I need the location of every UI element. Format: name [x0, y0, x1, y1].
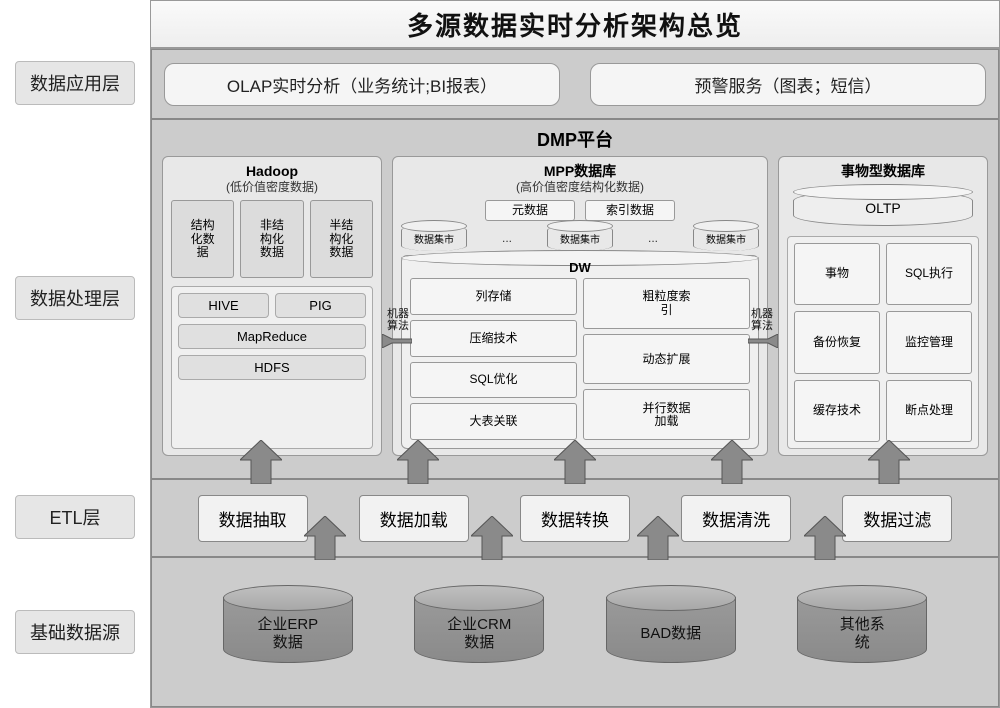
oltp-cyl: OLTP: [793, 190, 973, 226]
up-arrow: [240, 440, 282, 484]
page-title: 多源数据实时分析架构总览: [407, 6, 743, 43]
title-bar: 多源数据实时分析架构总览: [151, 1, 999, 49]
dmp-columns: Hadoop (低价值密度数据) 结构化数据 非结构化数据 半结构化数据 HIV…: [162, 156, 988, 456]
mpp-meta: 元数据: [485, 200, 575, 221]
ml-arrow-right: [748, 334, 778, 348]
up-arrow: [711, 440, 753, 484]
src-erp: 企业ERP数据: [223, 597, 353, 663]
dw-col-right: 粗粒度索引 动态扩展 并行数据加载: [583, 278, 750, 440]
tech-hive: HIVE: [178, 293, 269, 318]
dtype-unstruct: 非结构化数据: [240, 200, 303, 278]
oltp-cyl-label: OLTP: [865, 200, 901, 216]
spacer: [0, 0, 150, 48]
side-label-app: 数据应用层: [0, 48, 150, 118]
mart-dots-1: ...: [471, 231, 543, 245]
app-layer: OLAP实时分析（业务统计;BI报表） 预警服务（图表；短信）: [151, 49, 999, 119]
ml-tag-right: 机器算法: [748, 308, 776, 332]
mart-cyl-3: 数据集市: [693, 225, 759, 251]
up-arrow: [554, 440, 596, 484]
hadoop-title-text: Hadoop: [246, 163, 298, 179]
side-label-proc: 数据处理层: [0, 118, 150, 478]
dtype-struct: 结构化数据: [171, 200, 234, 278]
dtype-semi: 半结构化数据: [310, 200, 373, 278]
arrows-src-to-etl: [152, 516, 998, 560]
up-arrow: [868, 440, 910, 484]
up-arrow: [397, 440, 439, 484]
dw-coarse: 粗粒度索引: [583, 278, 750, 329]
side-label-src-text: 基础数据源: [15, 610, 135, 654]
side-label-etl-text: ETL层: [15, 495, 135, 539]
up-arrow: [637, 516, 679, 560]
oltp-cache: 缓存技术: [794, 380, 880, 442]
mart-cyl-1: 数据集市: [401, 225, 467, 251]
arrows-etl-to-dmp: [152, 440, 998, 480]
src-other: 其他系统: [797, 597, 927, 663]
up-arrow: [471, 516, 513, 560]
src-bad-label: BAD数据: [640, 625, 701, 642]
side-label-app-text: 数据应用层: [15, 61, 135, 105]
hadoop-tech-stack: HIVE PIG MapReduce HDFS: [171, 286, 373, 449]
main-column: 多源数据实时分析架构总览 OLAP实时分析（业务统计;BI报表） 预警服务（图表…: [150, 0, 1000, 708]
src-bad: BAD数据: [606, 597, 736, 663]
oltp-tx: 事物: [794, 243, 880, 305]
mpp-top-row: 元数据 索引数据: [401, 200, 759, 221]
source-layer: 企业ERP数据 企业CRM数据 BAD数据 其他系统: [151, 557, 999, 707]
diagram-root: 数据应用层 数据处理层 ETL层 基础数据源 多源数据实时分析架构总览 OLAP…: [0, 0, 1000, 708]
tech-pig: PIG: [275, 293, 366, 318]
dw-colstore: 列存储: [410, 278, 577, 315]
ml-arrow-left: [382, 334, 412, 348]
hadoop-panel: Hadoop (低价值密度数据) 结构化数据 非结构化数据 半结构化数据 HIV…: [162, 156, 382, 456]
hadoop-sub: (低价值密度数据): [171, 180, 373, 194]
dw-col-left: 列存储 压缩技术 SQL优化 大表关联: [410, 278, 577, 440]
src-crm: 企业CRM数据: [414, 597, 544, 663]
tech-hdfs: HDFS: [178, 355, 366, 380]
mpp-sub: (高价值密度结构化数据): [401, 180, 759, 194]
src-erp-label: 企业ERP数据: [257, 616, 318, 651]
mpp-index: 索引数据: [585, 200, 675, 221]
side-label-etl: ETL层: [0, 478, 150, 556]
dw-sqlopt: SQL优化: [410, 362, 577, 399]
hadoop-title: Hadoop (低价值密度数据): [171, 163, 373, 194]
mpp-title: MPP数据库 (高价值密度结构化数据): [401, 163, 759, 194]
dw-dynext: 动态扩展: [583, 334, 750, 385]
oltp-break: 断点处理: [886, 380, 972, 442]
tech-mr: MapReduce: [178, 324, 366, 349]
side-label-proc-text: 数据处理层: [15, 276, 135, 320]
mart-dots-2: ...: [617, 231, 689, 245]
dw-compress: 压缩技术: [410, 320, 577, 357]
src-other-label: 其他系统: [840, 616, 885, 651]
src-crm-label: 企业CRM数据: [447, 616, 511, 651]
oltp-monitor: 监控管理: [886, 311, 972, 373]
dmp-layer: DMP平台 Hadoop (低价值密度数据) 结构化数据 非结构化数据 半结构化…: [151, 119, 999, 479]
oltp-title: 事物型数据库: [787, 163, 979, 180]
etl-layer: 数据抽取 数据加载 数据转换 数据清洗 数据过滤: [151, 479, 999, 557]
oltp-grid: 事物 SQL执行 备份恢复 监控管理 缓存技术 断点处理: [787, 236, 979, 449]
dw-panel: DW 列存储 压缩技术 SQL优化 大表关联 粗粒度索引 动态扩展 并行数据加载: [401, 255, 759, 449]
dw-label: DW: [402, 260, 758, 275]
side-label-src: 基础数据源: [0, 556, 150, 708]
dw-bigjoin: 大表关联: [410, 403, 577, 440]
mpp-mart-row: 数据集市 ... 数据集市 ... 数据集市: [401, 225, 759, 251]
oltp-sql: SQL执行: [886, 243, 972, 305]
mart-cyl-2: 数据集市: [547, 225, 613, 251]
olap-chip: OLAP实时分析（业务统计;BI报表）: [164, 63, 560, 106]
dw-parload: 并行数据加载: [583, 389, 750, 440]
mpp-panel: MPP数据库 (高价值密度结构化数据) 元数据 索引数据 数据集市 ... 数据…: [392, 156, 768, 456]
up-arrow: [804, 516, 846, 560]
side-labels-column: 数据应用层 数据处理层 ETL层 基础数据源: [0, 0, 150, 708]
up-arrow: [304, 516, 346, 560]
oltp-panel: 事物型数据库 OLTP 事物 SQL执行 备份恢复 监控管理 缓存技术 断点处理: [778, 156, 988, 456]
hadoop-data-types: 结构化数据 非结构化数据 半结构化数据: [171, 200, 373, 278]
dmp-title: DMP平台: [162, 126, 988, 152]
oltp-backup: 备份恢复: [794, 311, 880, 373]
ml-tag-left: 机器算法: [384, 308, 412, 332]
alert-chip: 预警服务（图表；短信）: [590, 63, 986, 106]
mpp-title-text: MPP数据库: [544, 163, 616, 179]
